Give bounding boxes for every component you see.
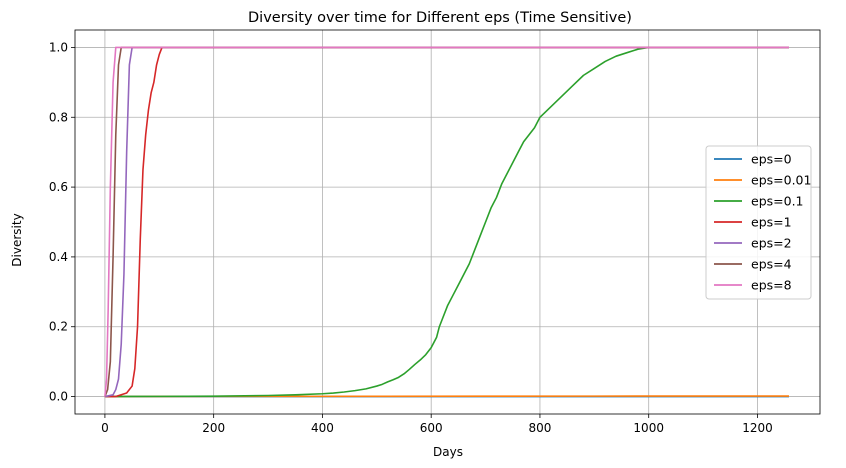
legend-label-eps-0-1: eps=0.1 <box>751 194 804 209</box>
y-tick-label: 0.2 <box>49 320 68 334</box>
legend-label-eps-8: eps=8 <box>751 278 792 293</box>
y-tick-label: 0.0 <box>49 390 68 404</box>
x-tick-label: 0 <box>101 421 109 435</box>
y-tick-label: 1.0 <box>49 40 68 54</box>
x-tick-label: 1000 <box>633 421 664 435</box>
series-line-eps-4 <box>104 46 789 397</box>
x-tick-label: 600 <box>420 421 443 435</box>
axis-ticks: 0 200 400 600 800 1000 1200 0.0 0.2 0.4 0.6 0.8 1.0 <box>49 40 773 435</box>
series-line-eps-0-1 <box>104 46 789 398</box>
chart-title: Diversity over time for Different eps (T… <box>248 10 632 26</box>
y-tick-label: 0.6 <box>49 180 68 194</box>
legend-label-eps-0: eps=0 <box>751 152 792 167</box>
x-tick-label: 400 <box>311 421 334 435</box>
plot-frame <box>74 29 821 415</box>
legend: eps=0 eps=0.01 eps=0.1 eps=1 eps=2 eps=4 eps=8 <box>705 145 812 300</box>
series-line-eps-2 <box>104 46 789 398</box>
legend-label-eps-4: eps=4 <box>751 257 792 272</box>
y-axis-label: Diversity <box>10 213 24 266</box>
x-axis-label: Days <box>433 445 463 459</box>
x-tick-label: 200 <box>202 421 225 435</box>
series-line-eps-8 <box>104 46 789 397</box>
legend-label-eps-2: eps=2 <box>751 236 792 251</box>
legend-label-eps-0-01: eps=0.01 <box>751 173 811 188</box>
y-tick-label: 0.4 <box>49 250 68 264</box>
legend-label-eps-1: eps=1 <box>751 215 792 230</box>
series-lines <box>104 46 790 398</box>
series-line-eps-1 <box>104 46 789 398</box>
x-tick-label: 800 <box>528 421 551 435</box>
legend-box <box>705 145 812 300</box>
x-tick-label: 1200 <box>742 421 773 435</box>
y-tick-label: 0.8 <box>49 110 68 124</box>
